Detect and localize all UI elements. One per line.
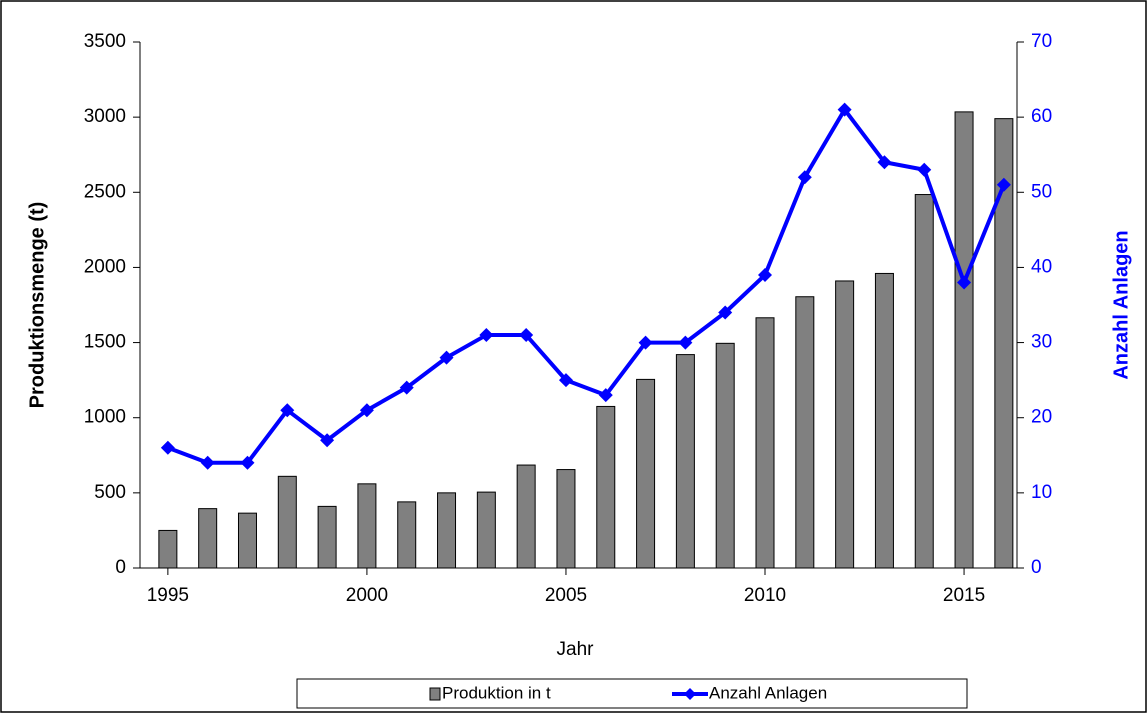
- bar: [357, 483, 377, 569]
- marker: [718, 305, 733, 320]
- y-tick-label: 1000: [84, 407, 126, 428]
- legend-label: Anzahl Anlagen: [709, 683, 827, 702]
- marker: [200, 455, 215, 470]
- y2-tick-label: 70: [1031, 31, 1052, 52]
- marker: [837, 102, 852, 117]
- legend-swatch: [429, 687, 441, 701]
- marker: [558, 373, 573, 388]
- bar: [914, 194, 934, 569]
- marker: [877, 155, 892, 170]
- legend-swatch: [684, 688, 696, 700]
- bar: [715, 342, 735, 569]
- y2-tick-label: 0: [1031, 557, 1042, 578]
- bar: [755, 317, 775, 569]
- marker: [240, 455, 255, 470]
- bar: [636, 378, 656, 569]
- bar: [675, 354, 695, 569]
- bar: [476, 491, 496, 569]
- legend-label: Produktion in t: [442, 683, 551, 702]
- bar: [874, 272, 894, 569]
- y-tick-label: 2000: [84, 256, 126, 277]
- y2-tick-label: 30: [1031, 332, 1052, 353]
- bar: [277, 475, 297, 569]
- bar: [437, 492, 457, 569]
- marker: [957, 275, 972, 290]
- y-tick-label: 3000: [84, 106, 126, 127]
- y2-tick-label: 40: [1031, 256, 1052, 277]
- bar: [556, 469, 576, 569]
- marker: [519, 328, 534, 343]
- y-axis-title: Produktionsmenge (t): [26, 202, 48, 409]
- marker: [638, 335, 653, 350]
- marker: [996, 177, 1011, 192]
- x-tick-label: 2000: [346, 585, 388, 606]
- y2-tick-label: 10: [1031, 482, 1052, 503]
- marker: [758, 267, 773, 282]
- marker: [399, 380, 414, 395]
- y-tick-label: 1500: [84, 332, 126, 353]
- x-tick-label: 2005: [545, 585, 587, 606]
- x-tick-label: 2010: [744, 585, 786, 606]
- bar: [198, 508, 218, 569]
- marker: [439, 350, 454, 365]
- line: [167, 107, 1006, 465]
- bar: [835, 280, 855, 569]
- bar: [954, 111, 974, 569]
- y2-axis-title: Anzahl Anlagen: [1110, 230, 1132, 379]
- legend: [296, 678, 968, 709]
- x-tick-label: 1995: [147, 585, 189, 606]
- marker: [160, 440, 175, 455]
- bar: [516, 464, 536, 569]
- bar: [158, 529, 178, 569]
- marker: [917, 162, 932, 177]
- marker: [479, 328, 494, 343]
- y-tick-label: 500: [94, 482, 126, 503]
- y2-tick-label: 20: [1031, 407, 1052, 428]
- bar: [994, 118, 1014, 569]
- y-tick-label: 2500: [84, 181, 126, 202]
- marker: [797, 170, 812, 185]
- y2-tick-label: 60: [1031, 106, 1052, 127]
- y-tick-label: 0: [115, 557, 126, 578]
- x-tick-label: 2015: [943, 585, 985, 606]
- marker: [320, 433, 335, 448]
- y2-tick-label: 50: [1031, 181, 1052, 202]
- marker: [678, 335, 693, 350]
- bar: [317, 505, 337, 569]
- marker: [359, 403, 374, 418]
- bar: [237, 512, 257, 569]
- x-axis-title: Jahr: [557, 639, 595, 660]
- marker: [280, 403, 295, 418]
- bar: [795, 296, 815, 569]
- y-tick-label: 3500: [84, 31, 126, 52]
- marker: [598, 388, 613, 403]
- bar: [397, 501, 417, 569]
- bar: [596, 405, 616, 569]
